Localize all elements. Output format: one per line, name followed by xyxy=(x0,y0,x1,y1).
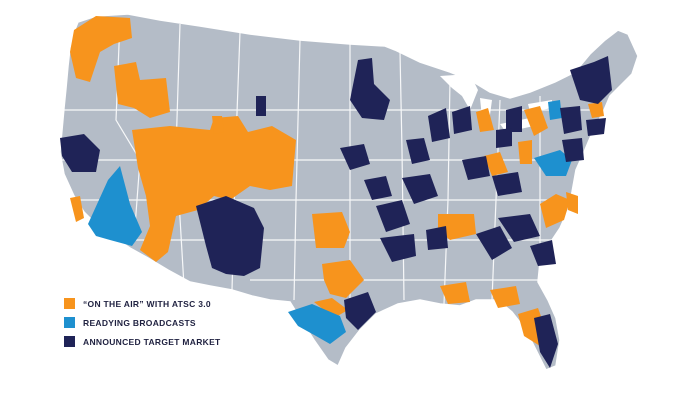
readying-markets xyxy=(88,100,572,344)
on-air-markets xyxy=(70,16,604,346)
target-markets xyxy=(60,56,612,368)
legend-label-readying: READYING BROADCASTS xyxy=(83,317,196,328)
target-swatch xyxy=(64,336,75,347)
readying-swatch xyxy=(64,317,75,328)
on-air-swatch xyxy=(64,298,75,309)
legend-item-readying: READYING BROADCASTS xyxy=(64,316,221,329)
legend-item-on-air: “ON THE AIR” WITH ATSC 3.0 xyxy=(64,297,221,310)
legend: “ON THE AIR” WITH ATSC 3.0 READYING BROA… xyxy=(64,297,221,348)
great-lakes xyxy=(440,74,552,132)
legend-label-on-air: “ON THE AIR” WITH ATSC 3.0 xyxy=(83,298,211,309)
us-landmass xyxy=(59,13,639,371)
legend-label-target: ANNOUNCED TARGET MARKET xyxy=(83,336,221,347)
legend-item-target: ANNOUNCED TARGET MARKET xyxy=(64,335,221,348)
